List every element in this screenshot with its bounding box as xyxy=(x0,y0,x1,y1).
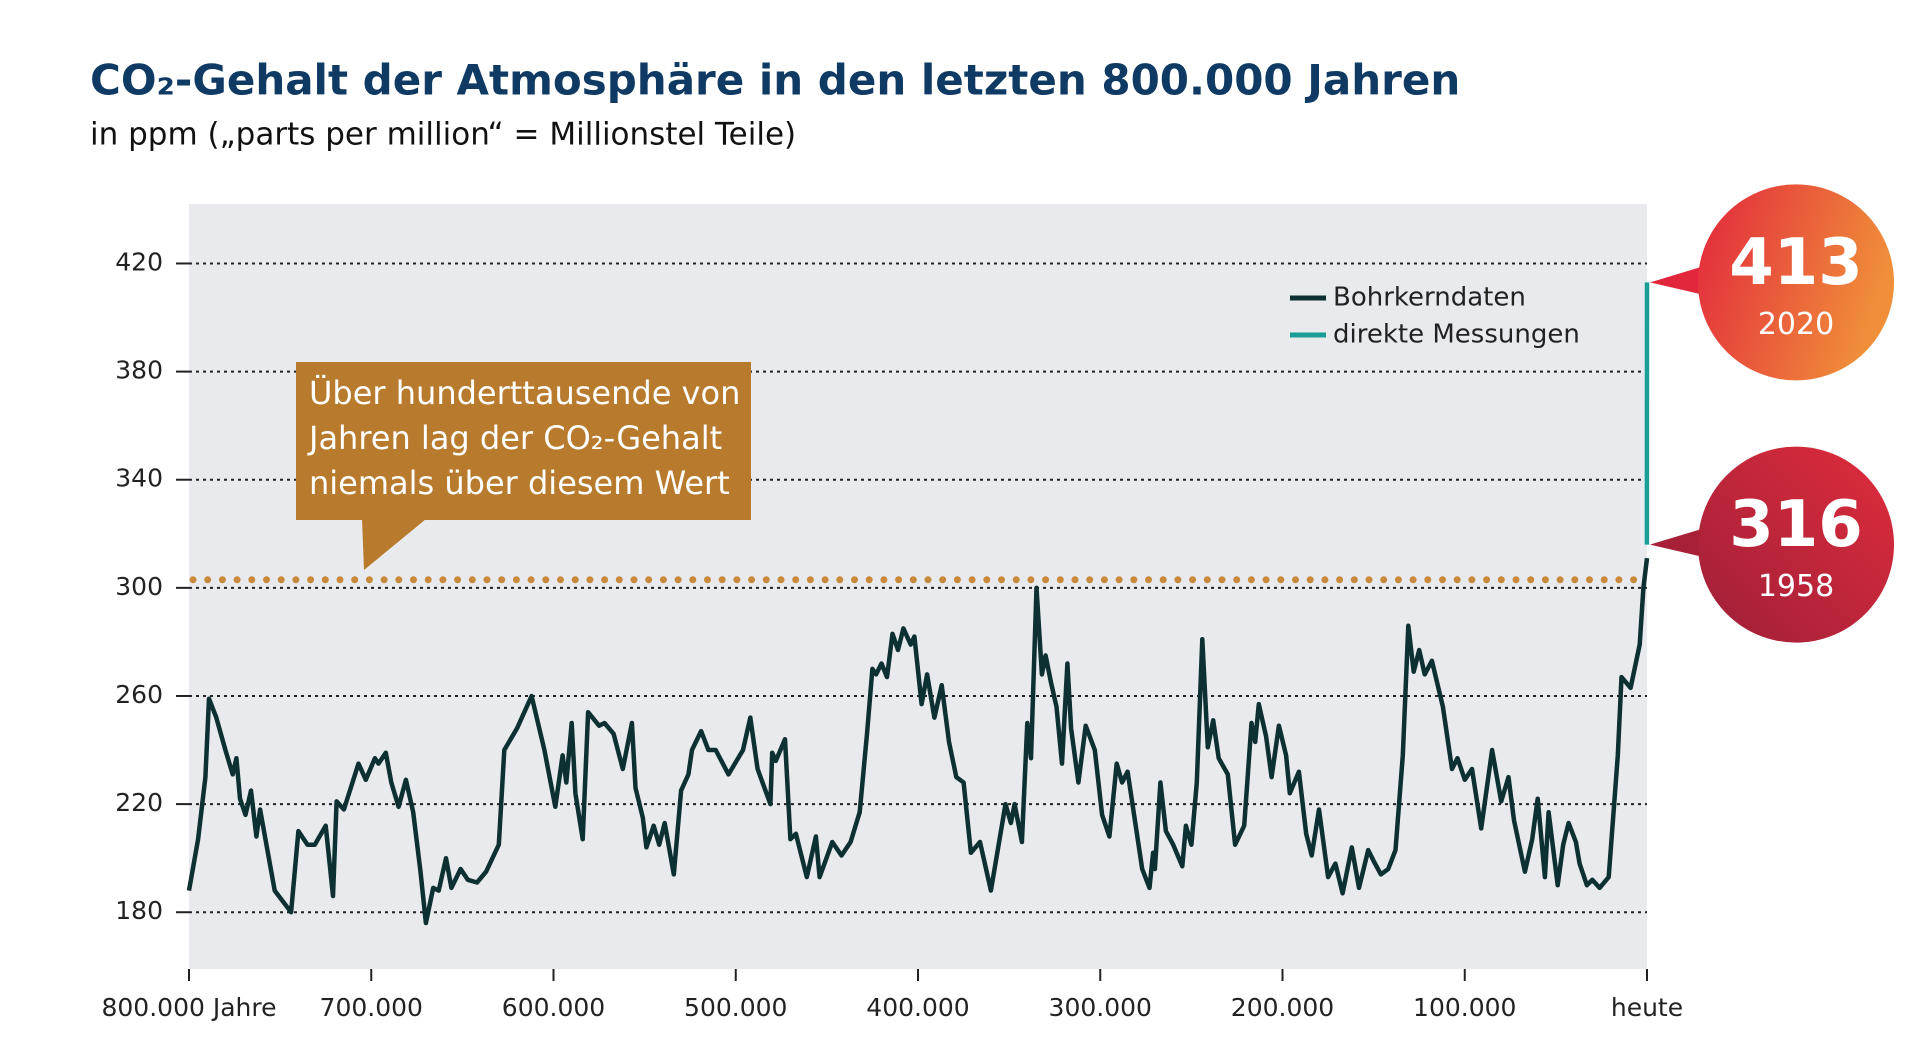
annotation-text: Über hunderttausende von xyxy=(309,374,740,412)
series-line xyxy=(186,557,1650,926)
legend-label: Bohrkerndaten xyxy=(1333,283,1526,313)
x-tick-label: 300.000 xyxy=(1049,993,1152,1022)
x-tick-label: 700.000 xyxy=(320,993,423,1022)
callout-value: 413 xyxy=(1729,226,1863,300)
y-tick-label: 420 xyxy=(115,247,163,276)
x-tick-label: 400.000 xyxy=(866,993,969,1022)
plot-area xyxy=(189,204,1647,969)
callout-bubble xyxy=(1698,446,1894,643)
x-tick-label: 800.000 Jahre xyxy=(102,993,277,1022)
x-tick-label: 200.000 xyxy=(1231,993,1334,1022)
callout-bubble xyxy=(1698,184,1894,381)
chart-subtitle: in ppm („parts per million“ = Millionste… xyxy=(90,117,796,153)
callout-year: 1958 xyxy=(1758,569,1834,604)
x-tick-label: 600.000 xyxy=(502,993,605,1022)
annotation-text: niemals über diesem Wert xyxy=(309,464,730,502)
y-tick-label: 300 xyxy=(115,572,163,601)
chart-title: CO₂-Gehalt der Atmosphäre in den letzten… xyxy=(90,56,1460,105)
y-tick-label: 340 xyxy=(115,464,163,493)
callout-year: 2020 xyxy=(1758,307,1834,342)
legend-label: direkte Messungen xyxy=(1333,320,1580,350)
annotation-box xyxy=(296,362,751,520)
y-tick-label: 220 xyxy=(115,788,163,817)
x-tick-label: 100.000 xyxy=(1413,993,1516,1022)
y-tick-label: 380 xyxy=(115,356,163,385)
y-tick-label: 260 xyxy=(115,680,163,709)
x-tick-label: 500.000 xyxy=(684,993,787,1022)
annotation-pointer xyxy=(362,519,426,570)
y-tick-label: 180 xyxy=(115,896,163,925)
callout-value: 316 xyxy=(1729,488,1863,562)
annotation-text: Jahren lag der CO₂-Gehalt xyxy=(307,419,722,457)
x-tick-label: heute xyxy=(1611,993,1683,1022)
